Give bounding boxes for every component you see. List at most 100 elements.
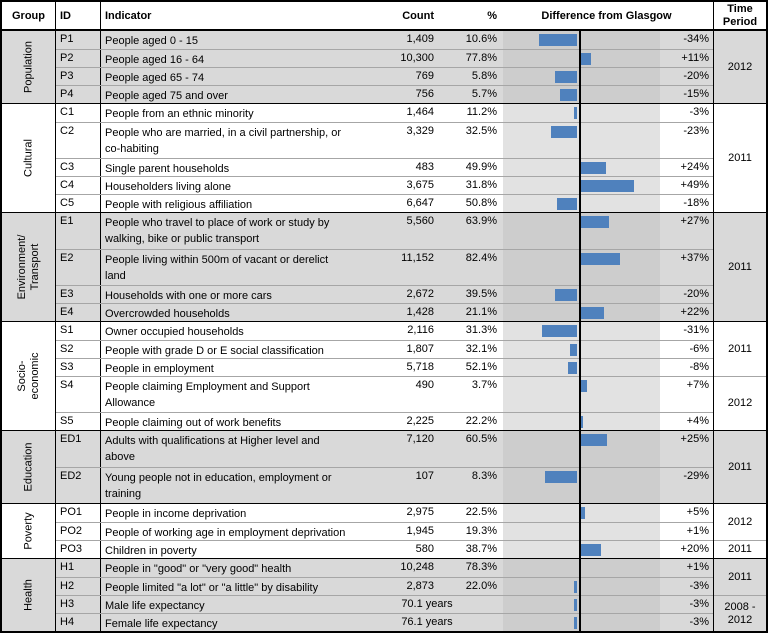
difference-bar <box>579 434 607 446</box>
table-row: ED2 Young people not in education, employ… <box>56 467 713 503</box>
difference-value: +1% <box>686 525 709 537</box>
id-cell: E2 <box>56 250 101 285</box>
table-row: ED1 Adults with qualifications at Higher … <box>56 431 713 467</box>
difference-cell: +1% <box>500 559 713 577</box>
id-cell: S4 <box>56 377 101 412</box>
zero-axis-line <box>579 31 581 631</box>
percent-cell: 49.9% <box>465 161 497 173</box>
count-merged-cell: 76.1 years <box>401 616 453 628</box>
plot-band <box>503 68 660 85</box>
id-cell: S5 <box>56 413 101 430</box>
percent-cell: 21.1% <box>465 306 497 318</box>
difference-value: -3% <box>689 616 709 628</box>
table-row: C4 Householders living alone 3,675 31.8% +49… <box>56 176 713 194</box>
id-cell: S2 <box>56 341 101 358</box>
table-row: S5 People claiming out of work benefits 2,… <box>56 412 713 430</box>
header-group: Group <box>2 2 56 29</box>
indicator-cell: Male life expectancy <box>105 600 205 612</box>
difference-bar <box>579 507 585 519</box>
difference-value: -31% <box>683 324 709 336</box>
indicator-cell: People aged 75 and over <box>105 90 228 102</box>
id-cell: C5 <box>56 195 101 212</box>
difference-value: +37% <box>680 252 709 264</box>
difference-cell: -8% <box>500 359 713 376</box>
percent-cell: 8.3% <box>471 470 497 482</box>
time-period-column: 2011 2012 <box>713 322 766 430</box>
count-cell: 1,428 <box>406 306 434 318</box>
indicator-cell: Households with one or more cars <box>105 290 272 302</box>
difference-bar <box>573 617 577 629</box>
plot-band <box>503 86 660 103</box>
difference-cell: -20% <box>500 68 713 85</box>
group-label: Population <box>2 31 56 103</box>
difference-value: +20% <box>680 543 709 555</box>
time-period-cell: 2012 <box>727 515 753 528</box>
time-period-cell: 2011 <box>728 570 752 583</box>
percent-cell: 5.7% <box>471 88 497 100</box>
percent-cell: 11.2% <box>466 106 497 118</box>
group-education: Education ED1 Adults with qualifications a… <box>2 429 766 503</box>
count-cell: 10,248 <box>400 561 434 573</box>
table-row: P3 People aged 65 - 74 769 5.8% -20% <box>56 67 713 85</box>
plot-band <box>503 614 660 631</box>
id-cell: H2 <box>56 578 101 595</box>
percent-cell: 31.3% <box>465 324 497 336</box>
indicator-cell: People claiming out of work benefits <box>105 417 282 429</box>
group-poverty: Poverty PO1 People in income deprivation 2,… <box>2 502 766 558</box>
difference-bar <box>573 599 577 611</box>
difference-bar <box>579 216 610 228</box>
count-cell: 5,560 <box>406 215 434 227</box>
group-rows: E1 People who travel to place of work or … <box>56 213 713 321</box>
group-label-text: Poverty <box>22 512 34 550</box>
difference-value: -20% <box>683 70 709 82</box>
difference-bar <box>573 107 577 119</box>
id-cell: P2 <box>56 50 101 67</box>
difference-cell: +25% <box>500 431 713 467</box>
id-cell: H1 <box>56 559 101 577</box>
difference-value: +1% <box>686 561 709 573</box>
table-row: H1 People in "good" or "very good" health… <box>56 559 713 577</box>
count-cell: 2,116 <box>407 324 434 336</box>
plot-band <box>503 31 660 49</box>
difference-bar <box>542 325 577 337</box>
group-label-text: Environment/ Transport <box>15 234 41 300</box>
group-health: Health H1 People in "good" or "very good" … <box>2 557 766 631</box>
count-cell: 10,300 <box>400 52 434 64</box>
time-period-column: 2012 2011 <box>713 504 766 558</box>
difference-cell: +22% <box>500 304 713 321</box>
difference-value: -29% <box>683 470 709 482</box>
indicator-cell: People in employment <box>105 363 214 375</box>
time-period-cell: 2011 <box>728 342 752 355</box>
id-cell: C3 <box>56 159 101 176</box>
time-period-cell: 2011 <box>728 260 752 273</box>
table-row: E1 People who travel to place of work or … <box>56 213 713 249</box>
group-label: Environment/ Transport <box>2 213 56 321</box>
count-cell: 2,873 <box>406 580 434 592</box>
id-cell: PO2 <box>56 523 101 540</box>
indicator-cell: People in income deprivation <box>105 508 247 520</box>
difference-cell: -3% <box>500 596 713 613</box>
difference-value: +7% <box>686 379 709 391</box>
table-row: S4 People claiming Employment and Support… <box>56 376 713 412</box>
id-cell: ED1 <box>56 431 101 467</box>
table-row: C5 People with religious affiliation 6,647… <box>56 194 713 212</box>
time-period-column: 2011 2008 - 2012 <box>713 559 766 631</box>
count-merged-cell: 70.1 years <box>401 598 453 610</box>
difference-value: +11% <box>681 52 709 64</box>
difference-cell: -31% <box>500 322 713 340</box>
group-label: Health <box>2 559 56 631</box>
time-period-cell: 2008 - 2012 <box>714 595 766 631</box>
time-period-cell: 2012 <box>714 376 766 430</box>
percent-cell: 5.8% <box>471 70 497 82</box>
id-cell: E4 <box>56 304 101 321</box>
group-environment: Environment/ Transport E1 People who trave… <box>2 211 766 321</box>
count-cell: 1,945 <box>406 525 434 537</box>
indicator-cell: Householders living alone <box>105 181 231 193</box>
group-rows: PO1 People in income deprivation 2,975 22.5… <box>56 504 713 558</box>
count-cell: 1,409 <box>406 33 434 45</box>
difference-bar <box>579 307 604 319</box>
table-row: S2 People with grade D or E social classi… <box>56 340 713 358</box>
table-row: C3 Single parent households 483 49.9% +24% <box>56 158 713 176</box>
percent-cell: 32.1% <box>465 343 497 355</box>
difference-cell: +24% <box>500 159 713 176</box>
